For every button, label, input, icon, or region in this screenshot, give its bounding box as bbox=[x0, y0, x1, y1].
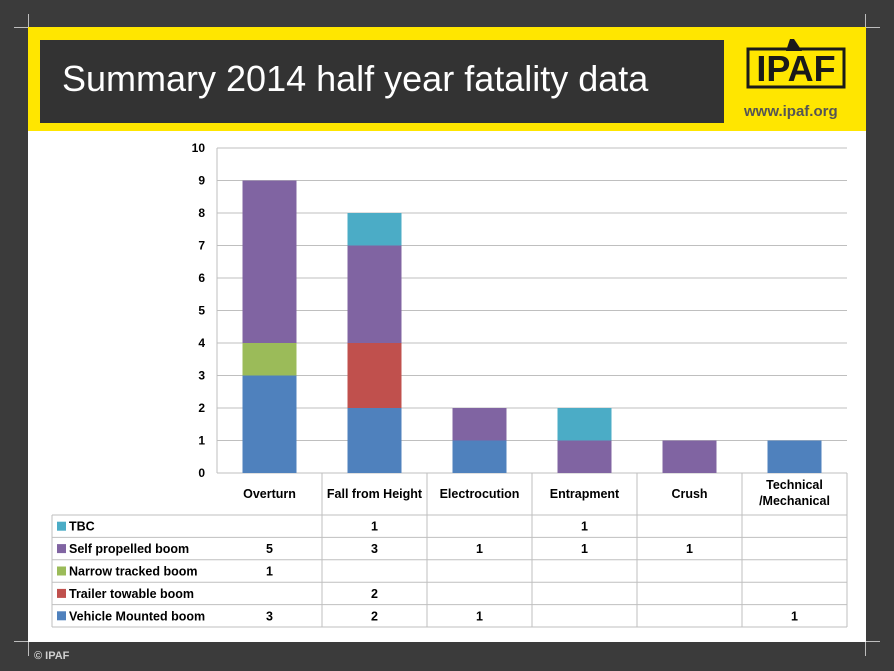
data-label: 1 bbox=[581, 542, 588, 556]
gridlines bbox=[216, 147, 847, 474]
x-tick-label: Electrocution bbox=[440, 487, 520, 501]
crop-mark bbox=[865, 642, 866, 656]
y-tick-label: 10 bbox=[192, 141, 206, 155]
y-tick-label: 2 bbox=[198, 401, 205, 415]
bar-segment bbox=[767, 440, 822, 473]
website-label: www.ipaf.org bbox=[744, 103, 838, 120]
data-label: 2 bbox=[371, 609, 378, 623]
bar-segment bbox=[347, 213, 402, 246]
slide-title: Summary 2014 half year fatality data bbox=[62, 58, 649, 99]
data-label: 1 bbox=[476, 542, 483, 556]
y-tick-label: 9 bbox=[198, 174, 205, 188]
bar-segment bbox=[347, 408, 402, 473]
y-tick-label: 8 bbox=[198, 206, 205, 220]
logo-text: IPAF bbox=[756, 48, 835, 89]
bar-segment bbox=[347, 245, 402, 343]
bar-segment bbox=[557, 440, 612, 473]
legend-swatch bbox=[57, 544, 66, 554]
y-axis-ticks: 0 1 2 3 4 5 6 7 8 9 10 bbox=[192, 141, 206, 480]
legend-swatch bbox=[57, 521, 66, 531]
data-table: Overturn Fall from Height Electrocution Ent… bbox=[51, 473, 848, 628]
legend-swatch bbox=[57, 611, 66, 621]
crop-mark bbox=[14, 641, 28, 642]
legend-label: Trailer towable boom bbox=[69, 587, 194, 601]
bar-segment bbox=[242, 375, 297, 473]
bar-segment bbox=[557, 408, 612, 441]
bars bbox=[242, 180, 822, 473]
crop-mark bbox=[866, 27, 880, 28]
y-tick-label: 4 bbox=[198, 336, 205, 350]
legend-label: Vehicle Mounted boom bbox=[69, 609, 205, 623]
y-tick-label: 1 bbox=[198, 434, 205, 448]
header-banner: Summary 2014 half year fatality data IPA… bbox=[28, 27, 866, 131]
data-label: 1 bbox=[476, 609, 483, 623]
data-label: 1 bbox=[266, 565, 273, 579]
bar-segment bbox=[452, 408, 507, 441]
data-label: 5 bbox=[266, 542, 273, 556]
bar-segment bbox=[452, 440, 507, 473]
data-label: 1 bbox=[371, 520, 378, 534]
y-tick-label: 6 bbox=[198, 271, 205, 285]
crop-mark bbox=[865, 14, 866, 27]
legend-swatch bbox=[57, 566, 66, 576]
bar-segment bbox=[662, 440, 717, 473]
data-label: 3 bbox=[266, 609, 273, 623]
crop-mark bbox=[866, 641, 880, 642]
x-tick-label: Technical/Mechanical bbox=[759, 478, 830, 508]
data-label: 1 bbox=[686, 542, 693, 556]
crop-mark bbox=[14, 27, 28, 28]
y-tick-label: 3 bbox=[198, 369, 205, 383]
legend-swatch bbox=[57, 588, 66, 598]
bar-segment bbox=[242, 180, 297, 343]
data-label: 1 bbox=[581, 520, 588, 534]
title-box: Summary 2014 half year fatality data bbox=[40, 40, 724, 123]
x-tick-label: Entrapment bbox=[550, 487, 620, 501]
crop-mark bbox=[28, 14, 29, 27]
y-tick-label: 0 bbox=[198, 466, 205, 480]
data-label: 2 bbox=[371, 587, 378, 601]
x-tick-label: Overturn bbox=[243, 487, 296, 501]
copyright: © IPAF bbox=[34, 650, 70, 662]
ipaf-logo: IPAF bbox=[746, 37, 846, 89]
legend-label: TBC bbox=[69, 520, 95, 534]
x-tick-label: Fall from Height bbox=[327, 487, 423, 501]
crop-mark bbox=[28, 642, 29, 656]
x-tick-label: Crush bbox=[671, 487, 707, 501]
legend-label: Self propelled boom bbox=[69, 542, 189, 556]
legend-label: Narrow tracked boom bbox=[69, 565, 198, 579]
data-label: 1 bbox=[791, 609, 798, 623]
y-tick-label: 7 bbox=[198, 239, 205, 253]
data-label: 3 bbox=[371, 542, 378, 556]
bar-segment bbox=[347, 343, 402, 408]
slide: Summary 2014 half year fatality data IPA… bbox=[28, 27, 866, 642]
bar-segment bbox=[242, 343, 297, 376]
y-tick-label: 5 bbox=[198, 304, 205, 318]
